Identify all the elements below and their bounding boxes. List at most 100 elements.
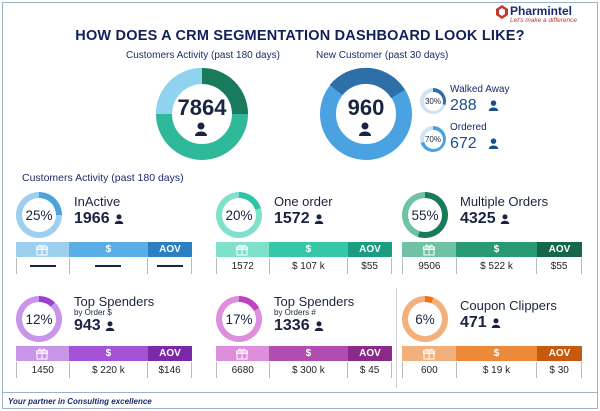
segment-pct: 12% xyxy=(22,302,56,336)
segment-values: 1572 $ 107 k $55 xyxy=(216,258,392,274)
gift-icon xyxy=(402,242,456,257)
segment-header-bar: $ AOV xyxy=(402,346,582,361)
segment-header-bar: $ AOV xyxy=(402,242,582,257)
person-icon xyxy=(314,214,323,224)
brand-name: Pharmintel xyxy=(510,4,573,18)
brand-mark-icon xyxy=(496,5,508,19)
segment-header-bar: $ AOV xyxy=(16,346,192,361)
segment-subtitle: by Orders # xyxy=(274,308,316,317)
segment-ring: 20% xyxy=(216,192,262,238)
orders-value xyxy=(17,258,70,274)
gift-icon xyxy=(216,346,269,361)
brand-tagline: Let's make a difference xyxy=(510,17,577,24)
segment-name: Coupon Clippers xyxy=(460,298,557,313)
segment-pct: 55% xyxy=(408,198,442,232)
aov-value: $ 30 xyxy=(537,362,582,378)
ordered-pct: 70% xyxy=(423,129,443,149)
segment-count: 1966 xyxy=(74,210,124,228)
revenue-header: $ xyxy=(456,242,537,257)
new-customer-donut xyxy=(320,67,412,160)
segment-header-bar: $ AOV xyxy=(216,346,392,361)
activity-donut xyxy=(156,68,248,160)
ordered-label: Ordered xyxy=(450,122,487,133)
walked-away-label: Walked Away xyxy=(450,84,510,95)
aov-header: AOV xyxy=(347,346,392,361)
walked-away-value: 288 xyxy=(450,97,477,114)
segment-name: Multiple Orders xyxy=(460,194,549,209)
footer-tagline: Your partner in Consulting excellence xyxy=(2,392,598,409)
activity-total: 7864 xyxy=(177,95,227,120)
segment-ring: 17% xyxy=(216,296,262,342)
empty-dash xyxy=(95,265,122,267)
person-icon xyxy=(488,100,499,111)
divider xyxy=(396,288,397,388)
segment-count: 1572 xyxy=(274,210,324,228)
aov-value: $ 45 xyxy=(348,362,392,378)
revenue-header: $ xyxy=(68,242,148,257)
segment-count: 1336 xyxy=(274,317,324,335)
revenue-header: $ xyxy=(268,242,348,257)
aov-header: AOV xyxy=(347,242,392,257)
revenue-value: $ 220 k xyxy=(70,362,149,378)
segment-values xyxy=(16,258,192,274)
new-customer-total: 960 xyxy=(347,95,385,120)
segment-count: 4325 xyxy=(460,210,510,228)
segment-ring: 25% xyxy=(16,192,62,238)
segment-ring: 55% xyxy=(402,192,448,238)
segment-values: 1450 $ 220 k $146 xyxy=(16,362,192,378)
aov-header: AOV xyxy=(537,242,582,257)
revenue-value: $ 522 k xyxy=(457,258,538,274)
segment-header-bar: $ AOV xyxy=(16,242,192,257)
ordered-value: 672 xyxy=(450,135,477,152)
segment-count: 471 xyxy=(460,314,501,332)
segment-pct: 6% xyxy=(408,302,442,336)
segment-name: InActive xyxy=(74,194,121,209)
segment-pct: 17% xyxy=(222,302,256,336)
revenue-header: $ xyxy=(268,346,348,361)
revenue-value: $ 19 k xyxy=(457,362,538,378)
person-icon xyxy=(488,138,499,149)
revenue-header: $ xyxy=(456,346,537,361)
orders-value: 1450 xyxy=(17,362,70,378)
orders-value: 6680 xyxy=(217,362,270,378)
segment-header-bar: $ AOV xyxy=(216,242,392,257)
segment-ring: 6% xyxy=(402,296,448,342)
segment-values: 9506 $ 522 k $55 xyxy=(402,258,582,274)
person-icon xyxy=(314,321,323,331)
segment-name: Top Spenders xyxy=(274,294,355,309)
orders-value: 600 xyxy=(403,362,457,378)
aov-value: $146 xyxy=(148,362,192,378)
aov-header: AOV xyxy=(147,346,192,361)
brand-logo: Pharmintel Let's make a difference xyxy=(496,4,592,26)
aov-header: AOV xyxy=(537,346,582,361)
gift-icon xyxy=(16,346,69,361)
empty-dash xyxy=(29,265,56,267)
orders-value: 9506 xyxy=(403,258,457,274)
empty-dash xyxy=(156,265,183,267)
segment-pct: 25% xyxy=(22,198,56,232)
aov-header: AOV xyxy=(147,242,192,257)
person-icon xyxy=(105,321,114,331)
activity-label: Customers Activity (past 180 days) xyxy=(126,50,280,61)
segment-ring: 12% xyxy=(16,296,62,342)
walked-away-ring: 30% xyxy=(420,88,446,114)
new-customer-label: New Customer (past 30 days) xyxy=(316,50,449,61)
gift-icon xyxy=(402,346,456,361)
aov-value: $55 xyxy=(348,258,392,274)
segments-section-label: Customers Activity (past 180 days) xyxy=(22,172,184,184)
segment-count: 943 xyxy=(74,317,115,335)
person-icon xyxy=(114,214,123,224)
gift-icon xyxy=(16,242,69,257)
person-icon xyxy=(359,122,371,136)
revenue-value: $ 107 k xyxy=(270,258,349,274)
revenue-value: $ 300 k xyxy=(270,362,349,378)
page-title: HOW DOES A CRM SEGMENTATION DASHBOARD LO… xyxy=(75,28,525,44)
person-icon xyxy=(500,214,509,224)
segment-name: One order xyxy=(274,194,333,209)
revenue-value xyxy=(70,258,149,274)
person-icon xyxy=(491,318,500,328)
revenue-header: $ xyxy=(68,346,148,361)
aov-value: $55 xyxy=(537,258,582,274)
segment-pct: 20% xyxy=(222,198,256,232)
